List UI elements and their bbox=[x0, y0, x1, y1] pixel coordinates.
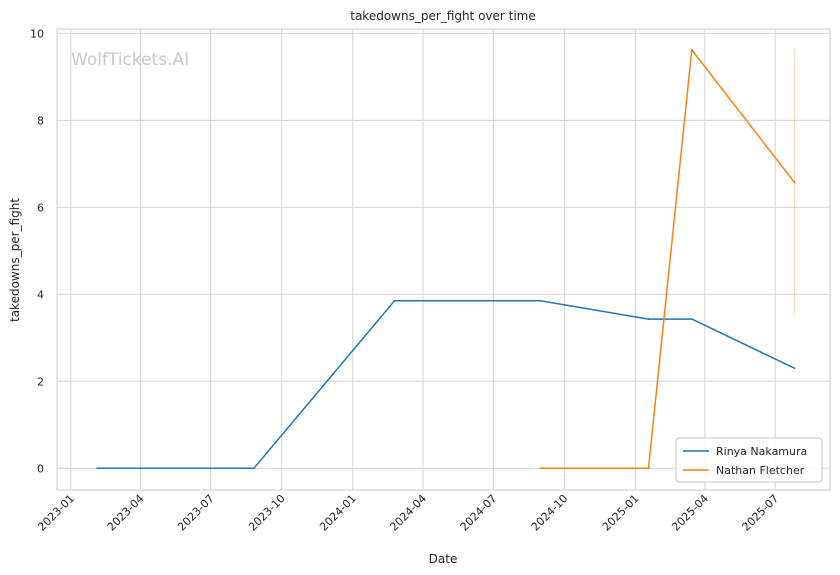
legend-box bbox=[675, 437, 823, 483]
data-point-rinya-nakamura bbox=[539, 299, 542, 302]
data-point-rinya-nakamura bbox=[96, 467, 99, 470]
series-layer bbox=[96, 48, 796, 470]
data-point-nathan-fletcher bbox=[539, 467, 542, 470]
data-point-nathan-fletcher bbox=[647, 467, 650, 470]
y-tick-label: 6 bbox=[37, 201, 44, 214]
data-point-rinya-nakamura bbox=[393, 299, 396, 302]
data-point-rinya-nakamura bbox=[253, 467, 255, 470]
data-point-rinya-nakamura bbox=[690, 318, 693, 320]
data-point-rinya-nakamura bbox=[647, 318, 650, 320]
watermark-text: WolfTickets.AI bbox=[71, 50, 189, 70]
y-tick-label: 4 bbox=[37, 288, 44, 301]
y-tick-label: 10 bbox=[30, 27, 44, 40]
series-line-nathan-fletcher bbox=[540, 49, 796, 470]
y-tick-label: 8 bbox=[37, 114, 44, 127]
y-tick-label: 0 bbox=[37, 462, 44, 475]
x-axis-label: Date bbox=[429, 552, 458, 566]
chart-title: takedowns_per_fight over time bbox=[350, 9, 536, 23]
legend-entry-label: Rinya Nakamura bbox=[716, 445, 807, 458]
y-tick-label: 2 bbox=[37, 375, 44, 388]
data-point-nathan-fletcher bbox=[690, 48, 693, 51]
legend: Rinya Nakamura Nathan Fletcher bbox=[675, 437, 823, 483]
data-point-rinya-nakamura bbox=[793, 367, 796, 370]
y-axis-label: takedowns_per_fight bbox=[8, 198, 22, 322]
data-point-nathan-fletcher bbox=[793, 181, 796, 184]
plot-frame bbox=[56, 28, 831, 491]
legend-entry-label: Nathan Fletcher bbox=[716, 464, 805, 477]
